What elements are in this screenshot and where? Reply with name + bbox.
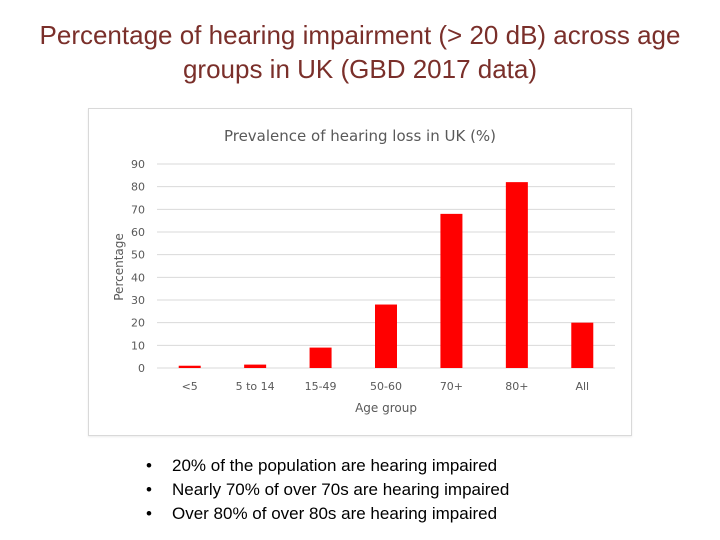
y-tick-label: 20 <box>131 317 145 330</box>
x-tick-label: All <box>575 380 589 393</box>
y-tick-label: 90 <box>131 158 145 171</box>
x-tick-label: <5 <box>182 380 198 393</box>
bar-1 <box>244 364 267 368</box>
bullet-list: 20% of the population are hearing impair… <box>140 454 509 526</box>
x-tick-label: 50-60 <box>370 380 402 393</box>
bar-chart: Prevalence of hearing loss in UK (%) 0 10… <box>112 127 615 415</box>
y-tick-label: 40 <box>131 271 145 284</box>
y-tick-label: 10 <box>131 339 145 352</box>
bullet-item: Nearly 70% of over 70s are hearing impai… <box>140 478 509 502</box>
chart-title: Prevalence of hearing loss in UK (%) <box>224 127 496 145</box>
y-tick-labels: 0 10 20 30 40 50 60 70 80 90 <box>131 158 145 375</box>
slide-title-line-1: Percentage of hearing impairment (> 20 d… <box>39 20 681 50</box>
x-tick-label: 15-49 <box>305 380 337 393</box>
bar-4 <box>440 213 463 368</box>
bullet-item: Over 80% of over 80s are hearing impaire… <box>140 502 509 526</box>
bar-6 <box>571 322 594 368</box>
y-tick-label: 60 <box>131 226 145 239</box>
bars <box>178 182 594 368</box>
bar-3 <box>375 304 397 368</box>
x-tick-label: 70+ <box>440 380 463 393</box>
slide-title: Percentage of hearing impairment (> 20 d… <box>0 18 720 86</box>
slide-title-line-2: groups in UK (GBD 2017 data) <box>182 54 538 84</box>
bar-0 <box>178 365 201 368</box>
bar-5 <box>505 182 528 368</box>
x-tick-labels: <5 5 to 14 15-49 50-60 70+ 80+ All <box>182 380 590 393</box>
x-tick-label: 80+ <box>505 380 528 393</box>
x-tick-label: 5 to 14 <box>236 380 275 393</box>
y-tick-label: 0 <box>138 362 145 375</box>
y-tick-label: 50 <box>131 249 145 262</box>
y-axis-label: Percentage <box>112 233 126 301</box>
bullet-item: 20% of the population are hearing impair… <box>140 454 509 478</box>
y-tick-label: 30 <box>131 294 145 307</box>
chart-frame: Prevalence of hearing loss in UK (%) 0 10… <box>88 108 632 436</box>
y-tick-label: 70 <box>131 203 145 216</box>
y-tick-label: 80 <box>131 181 145 194</box>
bar-2 <box>309 347 332 368</box>
gridlines <box>157 163 615 369</box>
x-axis-label: Age group <box>355 401 417 415</box>
